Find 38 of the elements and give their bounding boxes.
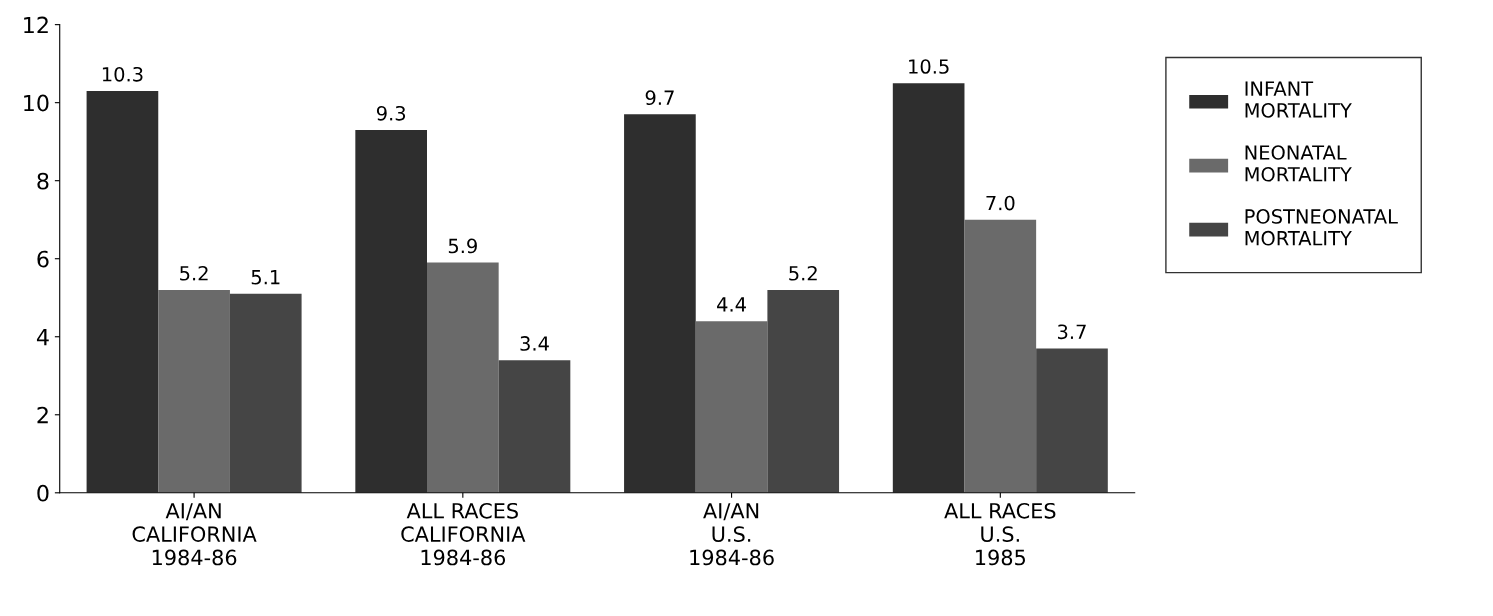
legend-label: INFANT MORTALITY [1245,81,1352,118]
bar [86,90,159,493]
text: 3.7 [1058,324,1086,340]
y-tick-label: 0 [37,484,49,502]
text: 10.5 [909,59,949,74]
y-tick-label: 6 [37,250,49,268]
text: 9.7 [645,90,674,106]
bar [158,289,230,493]
bar [229,293,302,493]
text: 5.9 [448,238,477,254]
text: 5.1 [251,270,280,285]
y-tick-label: 12 [24,16,48,34]
legend-label: POSTNEONATAL MORTALITY [1245,209,1398,246]
x-tick-label: ALL RACES CALIFORNIA 1984-86 [401,502,526,566]
text: 5.2 [789,265,817,281]
y-tick-label: 10 [24,94,49,112]
text: 7.0 [986,195,1015,211]
bar [964,219,1037,493]
text: 10.3 [102,66,143,82]
text: 9.3 [376,105,406,121]
text: 5.2 [180,265,208,281]
bar [624,114,696,493]
text: 4.4 [717,297,746,312]
bar [767,289,840,493]
x-tick-label: AI/AN CALIFORNIA 1984-86 [132,503,257,566]
bar [427,262,499,493]
text: 3.4 [520,336,549,351]
y-tick-label: 4 [36,328,49,346]
bar [498,360,571,493]
y-tick-label: 8 [37,172,49,190]
x-tick-label: ALL RACES U.S. 1985 [944,502,1056,566]
bar [892,83,965,493]
legend-label: NEONATAL MORTALITY [1245,145,1352,182]
bar [355,129,427,493]
x-tick-label: AI/AN U.S. 1984-86 [690,503,774,566]
y-tick-label: 2 [37,406,48,424]
bar [1036,348,1108,493]
bar [695,321,768,493]
